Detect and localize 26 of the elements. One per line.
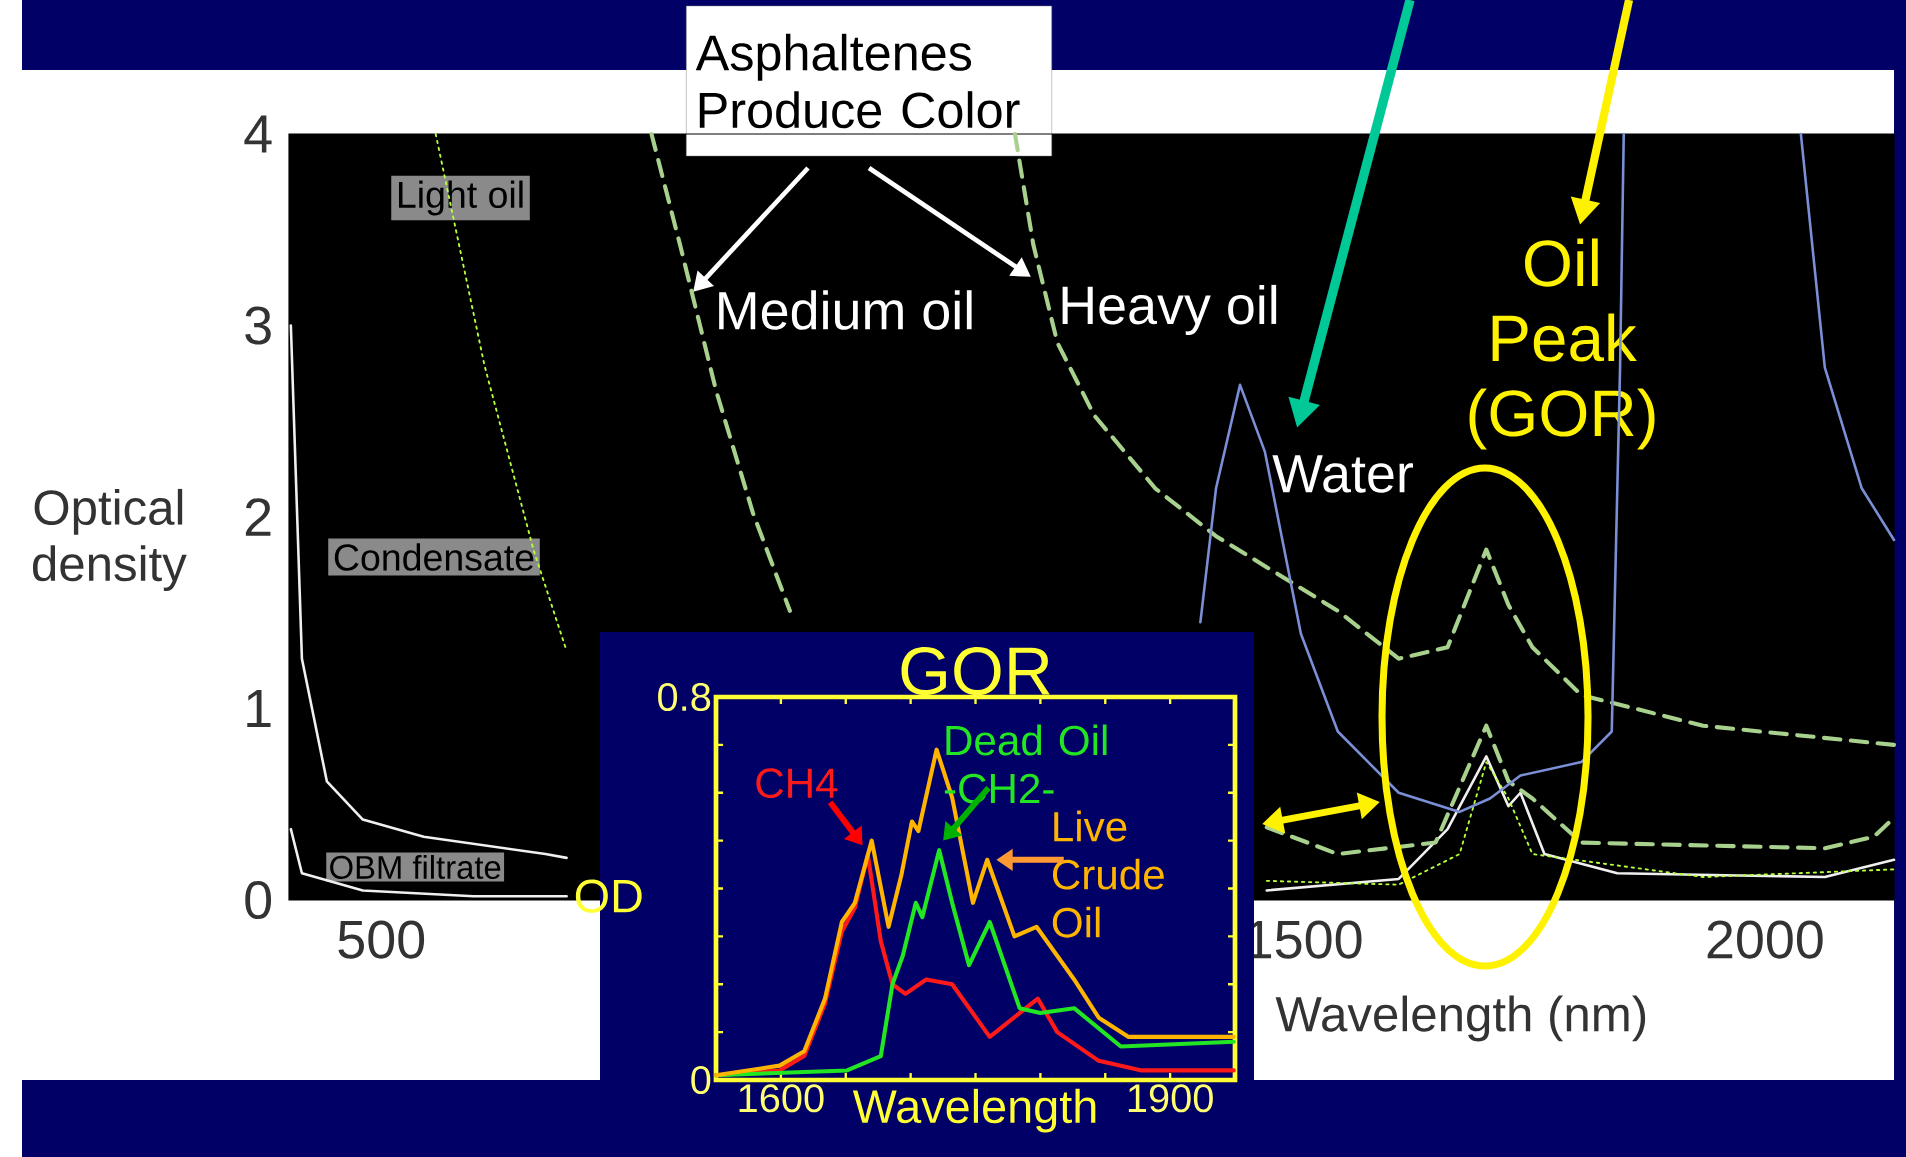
annotation: Light oil [398,180,523,216]
x-axis-title: Wavelength (nm) [1275,995,1646,1042]
x-tick-label: 2000 [1707,920,1823,959]
y-tick-label: 4 [244,115,272,153]
y-axis-title: Optical density [33,488,187,592]
y-axis-title: OD [575,879,642,913]
x-tick-label: 500 [338,920,425,959]
y-tick-label: 1 [247,689,271,728]
annotation: Heavy oil [1062,284,1277,336]
y-tick-label: 0.8 [658,682,711,712]
y-tick-label: 0 [691,1065,711,1095]
y-tick-label: 0 [245,880,272,920]
series-label: Live Crude Oil [1052,810,1164,938]
annotation: Condensate [334,543,534,571]
annotation: Medium oil [719,290,972,330]
series-label: CH4 [756,768,838,799]
x-axis-title: Wavelength [852,1088,1096,1133]
chart-title: GOR [901,647,1050,696]
annotation: Water [1272,455,1413,493]
annotation: OBM filtrate [330,854,501,880]
y-tick-label: 3 [245,306,271,345]
x-tick-label: 1600 [739,1084,824,1113]
x-tick-label: 1500 [1247,920,1362,959]
x-tick-label: 1900 [1128,1084,1213,1113]
y-tick-label: 2 [245,498,271,536]
text: Asphaltenes Produce Color [695,33,1020,129]
